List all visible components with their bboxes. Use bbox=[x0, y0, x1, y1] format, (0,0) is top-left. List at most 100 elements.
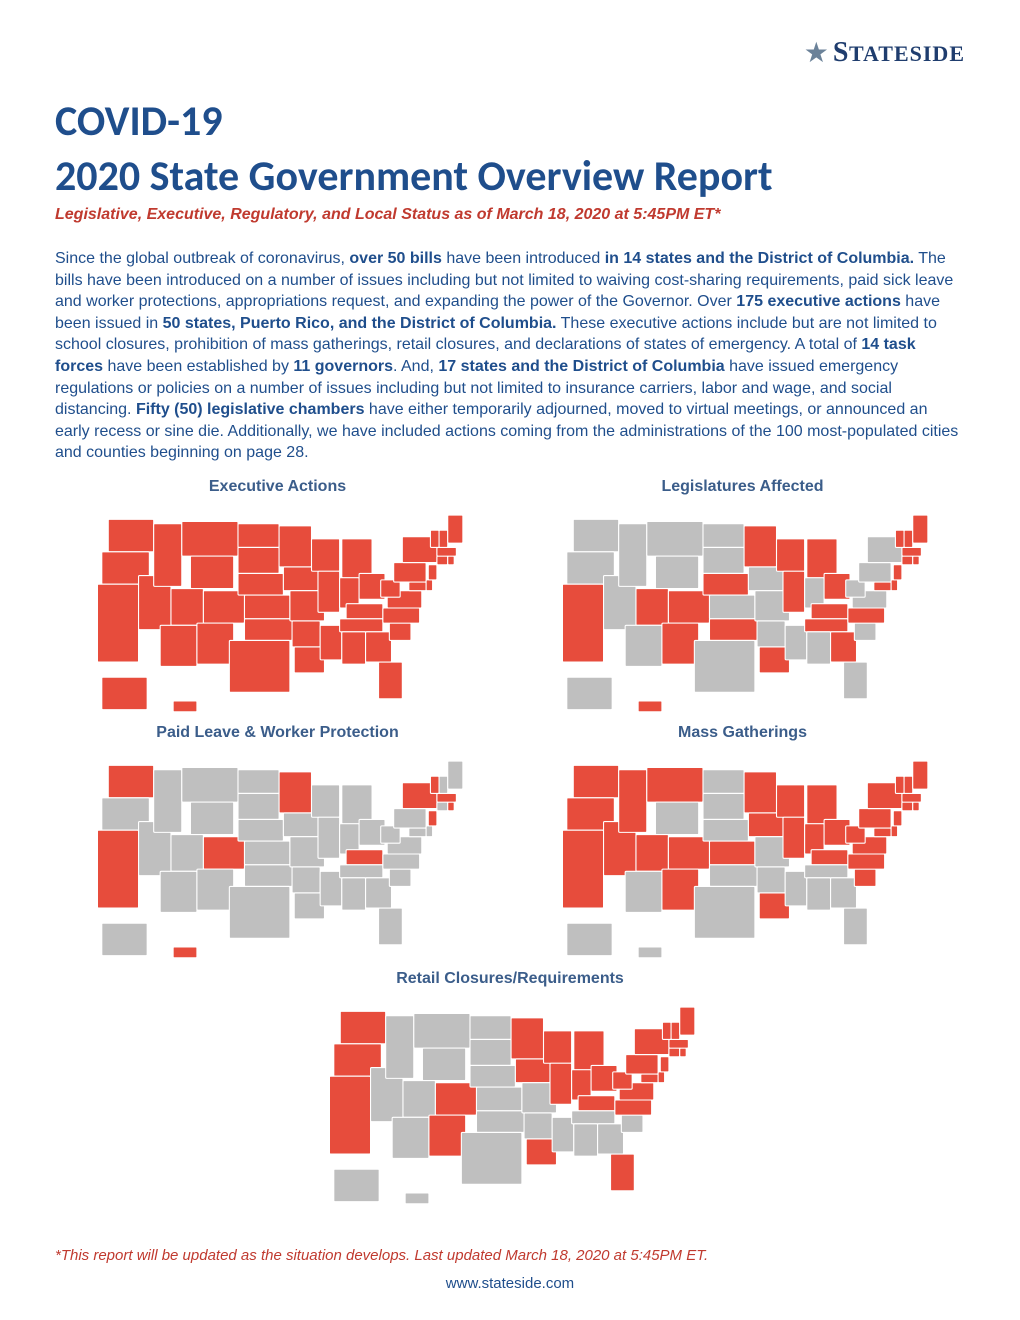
state-TX bbox=[229, 640, 290, 692]
state-FL bbox=[611, 1154, 635, 1191]
body-paragraph: Since the global outbreak of coronavirus… bbox=[55, 248, 965, 464]
state-VT bbox=[895, 530, 904, 547]
us-map bbox=[543, 744, 943, 964]
state-NJ bbox=[428, 565, 437, 580]
state-FL bbox=[378, 662, 402, 699]
map-title: Legislatures Affected bbox=[543, 478, 943, 496]
state-ND bbox=[703, 770, 744, 794]
state-CT bbox=[901, 802, 912, 811]
state-WI bbox=[311, 539, 339, 571]
maps-row: Executive Actions Legislatures Affected bbox=[55, 472, 965, 718]
state-AZ bbox=[160, 871, 197, 912]
state-WA bbox=[108, 519, 153, 551]
state-CT bbox=[436, 802, 447, 811]
state-NE bbox=[470, 1065, 515, 1087]
state-MI bbox=[806, 785, 836, 824]
state-MA bbox=[901, 547, 920, 556]
state-WY bbox=[655, 802, 698, 834]
state-VT bbox=[662, 1022, 671, 1039]
state-NH bbox=[439, 776, 448, 793]
state-AR bbox=[292, 867, 320, 893]
state-AK bbox=[566, 677, 611, 709]
state-RI bbox=[912, 556, 918, 565]
us-map bbox=[543, 498, 943, 718]
state-CO bbox=[435, 1083, 476, 1115]
state-NM bbox=[661, 869, 698, 910]
state-NM bbox=[661, 623, 698, 664]
us-map bbox=[78, 498, 478, 718]
map-panel: Paid Leave & Worker Protection bbox=[78, 718, 478, 964]
state-DE bbox=[658, 1072, 664, 1083]
state-MT bbox=[414, 1013, 470, 1048]
state-TX bbox=[229, 886, 290, 938]
state-AZ bbox=[625, 625, 662, 666]
state-CO bbox=[203, 591, 244, 623]
disclaimer-text: *This report will be updated as the situ… bbox=[55, 1247, 708, 1264]
state-AZ bbox=[625, 871, 662, 912]
state-WA bbox=[340, 1011, 385, 1043]
state-NE bbox=[238, 819, 283, 841]
state-KS bbox=[709, 841, 754, 865]
state-RI bbox=[680, 1048, 686, 1057]
brand-logo: ★ STATESIDE bbox=[804, 36, 965, 69]
state-NC bbox=[847, 854, 884, 869]
state-GA bbox=[830, 632, 856, 662]
state-NJ bbox=[660, 1057, 669, 1072]
state-ID bbox=[618, 770, 646, 833]
maps-row: Retail Closures/Requirements bbox=[55, 964, 965, 1210]
state-VT bbox=[430, 530, 439, 547]
state-NH bbox=[671, 1022, 680, 1039]
us-map bbox=[78, 744, 478, 964]
state-AK bbox=[101, 923, 146, 955]
state-HI bbox=[405, 1193, 429, 1204]
state-SC bbox=[389, 869, 411, 886]
state-TN bbox=[804, 865, 847, 878]
state-MN bbox=[279, 526, 311, 567]
map-panel: Legislatures Affected bbox=[543, 472, 943, 718]
state-TX bbox=[461, 1132, 522, 1184]
state-UT bbox=[635, 834, 667, 871]
state-KY bbox=[346, 604, 383, 619]
state-OK bbox=[244, 619, 292, 641]
us-map bbox=[310, 990, 710, 1210]
maps-row: Paid Leave & Worker Protection Mass Gath… bbox=[55, 718, 965, 964]
map-title: Retail Closures/Requirements bbox=[310, 970, 710, 988]
state-NC bbox=[847, 608, 884, 623]
state-CT bbox=[901, 556, 912, 565]
state-SD bbox=[703, 793, 744, 819]
state-MT bbox=[181, 521, 237, 556]
page-title-2: 2020 State Government Overview Report bbox=[55, 151, 965, 202]
state-WI bbox=[311, 785, 339, 817]
state-KY bbox=[811, 850, 848, 865]
state-ND bbox=[703, 524, 744, 548]
state-UT bbox=[635, 588, 667, 625]
state-AZ bbox=[160, 625, 197, 666]
state-TX bbox=[694, 640, 755, 692]
state-MD bbox=[408, 828, 425, 837]
state-IL bbox=[318, 817, 340, 858]
state-DE bbox=[891, 580, 897, 591]
state-OK bbox=[476, 1111, 524, 1133]
state-MD bbox=[641, 1074, 658, 1083]
state-MT bbox=[646, 521, 702, 556]
state-SC bbox=[854, 623, 876, 640]
state-ND bbox=[470, 1016, 511, 1040]
map-title: Paid Leave & Worker Protection bbox=[78, 724, 478, 742]
state-MN bbox=[511, 1018, 543, 1059]
state-HI bbox=[173, 947, 197, 958]
state-TN bbox=[572, 1111, 615, 1124]
state-IL bbox=[318, 571, 340, 612]
state-NJ bbox=[428, 811, 437, 826]
state-WI bbox=[776, 539, 804, 571]
map-panel: Retail Closures/Requirements bbox=[310, 964, 710, 1210]
state-NJ bbox=[893, 565, 902, 580]
state-AL bbox=[341, 632, 365, 664]
state-NM bbox=[196, 869, 233, 910]
state-CO bbox=[203, 837, 244, 869]
state-MS bbox=[785, 871, 807, 906]
state-NC bbox=[382, 608, 419, 623]
state-WA bbox=[573, 765, 618, 797]
state-PA bbox=[626, 1055, 658, 1074]
state-DE bbox=[426, 580, 432, 591]
state-OK bbox=[244, 865, 292, 887]
